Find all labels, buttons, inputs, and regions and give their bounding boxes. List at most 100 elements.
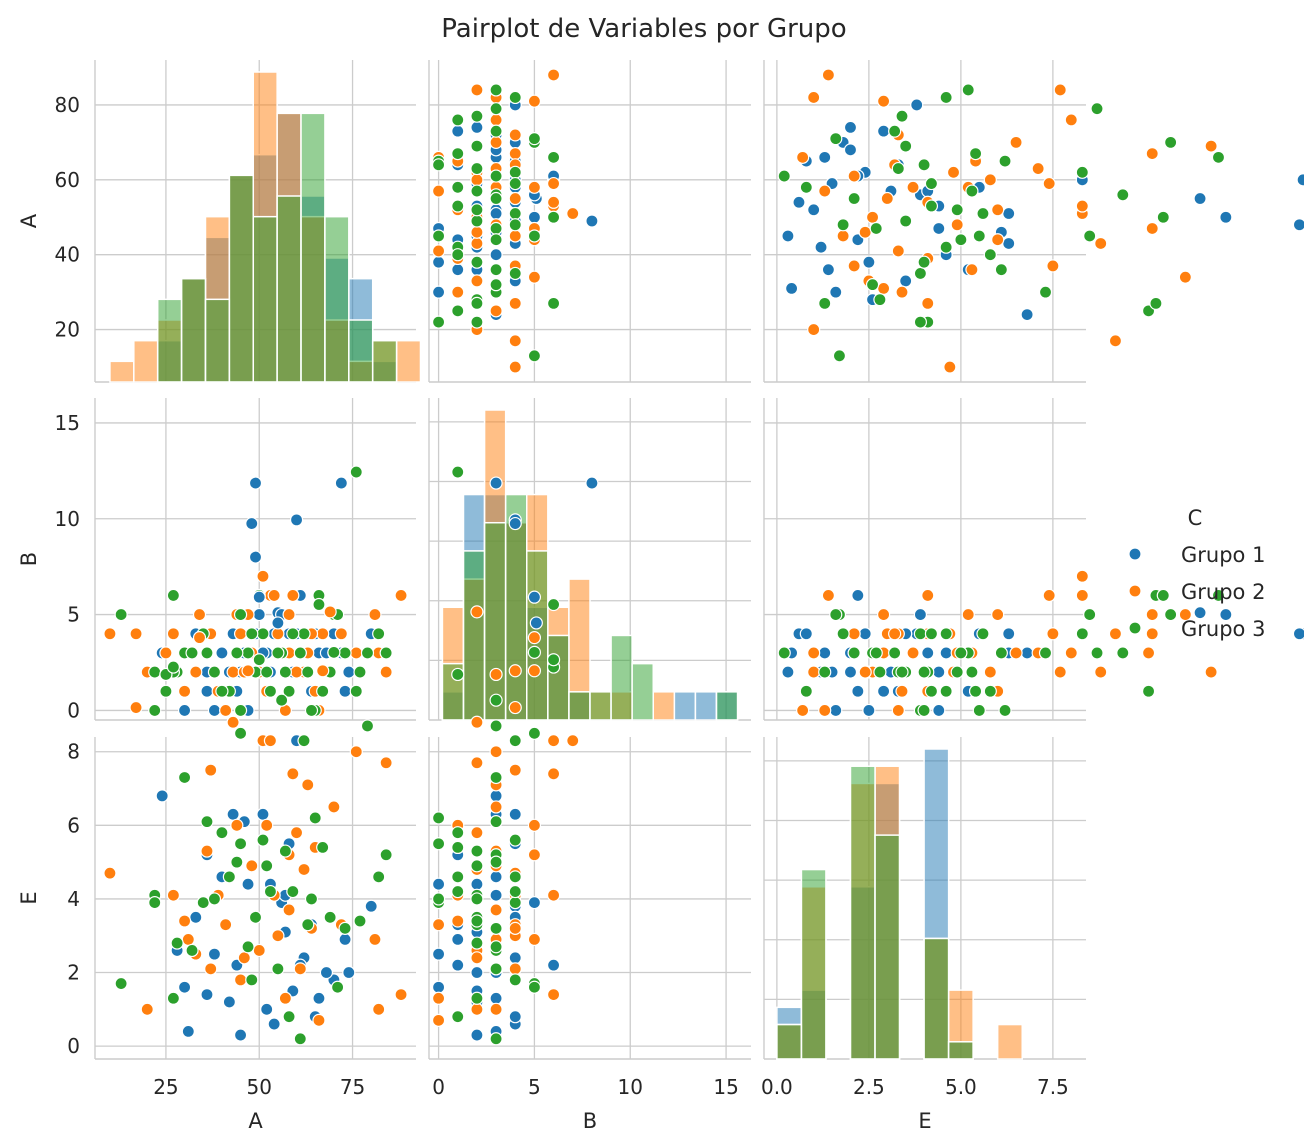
scatter-point-grupo-1 xyxy=(431,980,446,994)
scatter-point-grupo-3 xyxy=(451,180,465,194)
scatter-point-grupo-2 xyxy=(230,818,244,832)
scatter-point-grupo-2 xyxy=(1178,607,1192,622)
scatter-point-grupo-2 xyxy=(1094,665,1108,679)
scatter-point-grupo-3 xyxy=(470,255,484,269)
scatter-point-grupo-1 xyxy=(843,665,858,679)
scatter-point-grupo-3 xyxy=(888,646,902,660)
hist-bar-grupo-3 xyxy=(715,691,739,721)
scatter-point-grupo-1 xyxy=(921,646,935,660)
scatter-point-grupo-3 xyxy=(527,229,542,243)
scatter-point-grupo-2 xyxy=(1141,646,1156,660)
scatter-point-grupo-3 xyxy=(360,719,375,733)
scatter-point-grupo-3 xyxy=(304,892,319,906)
scatter-point-grupo-2 xyxy=(470,236,484,251)
x-tick-label: 5.0 xyxy=(945,1075,977,1099)
scatter-point-grupo-2 xyxy=(921,296,935,310)
scatter-point-grupo-3 xyxy=(248,910,263,924)
scatter-point-grupo-2 xyxy=(129,700,143,715)
scatter-point-grupo-1 xyxy=(215,646,229,660)
scatter-point-grupo-1 xyxy=(245,516,259,531)
scatter-point-grupo-2 xyxy=(891,703,905,718)
scatter-point-grupo-2 xyxy=(233,627,248,641)
scatter-point-grupo-1 xyxy=(431,285,446,299)
scatter-point-grupo-3 xyxy=(527,349,542,363)
scatter-point-grupo-3 xyxy=(508,884,522,899)
scatter-point-grupo-3 xyxy=(470,315,484,329)
scatter-point-grupo-3 xyxy=(431,229,446,243)
scatter-point-grupo-2 xyxy=(394,588,408,603)
hist-bar-grupo-3 xyxy=(348,319,374,383)
scatter-point-grupo-2 xyxy=(271,627,285,641)
scatter-point-grupo-3 xyxy=(470,936,484,950)
scatter-point-grupo-3 xyxy=(489,770,503,785)
scatter-point-grupo-3 xyxy=(470,914,484,928)
scatter-point-grupo-3 xyxy=(895,665,909,679)
scatter-point-grupo-1 xyxy=(489,248,503,262)
scatter-point-grupo-3 xyxy=(312,597,326,612)
scatter-point-grupo-3 xyxy=(230,855,244,869)
scatter-point-grupo-2 xyxy=(858,225,872,239)
scatter-point-grupo-2 xyxy=(181,932,195,947)
scatter-point-grupo-2 xyxy=(1108,334,1123,348)
scatter-point-grupo-3 xyxy=(338,921,352,935)
scatter-point-grupo-3 xyxy=(185,943,199,958)
scatter-point-grupo-3 xyxy=(508,870,522,884)
scatter-point-grupo-1 xyxy=(289,513,304,527)
scatter-point-grupo-2 xyxy=(983,173,997,187)
scatter-point-grupo-2 xyxy=(546,767,561,781)
scatter-point-grupo-3 xyxy=(508,206,522,221)
scatter-point-grupo-2 xyxy=(821,588,836,603)
scatter-point-grupo-1 xyxy=(342,965,356,980)
scatter-point-grupo-1 xyxy=(489,991,503,1005)
scatter-point-grupo-1 xyxy=(862,255,876,269)
y-axis-label: B xyxy=(17,552,41,566)
scatter-point-grupo-3 xyxy=(917,703,931,718)
scatter-point-grupo-3 xyxy=(950,203,964,217)
scatter-point-grupo-2 xyxy=(566,206,580,221)
hist-bar-grupo-3 xyxy=(610,634,633,721)
scatter-point-grupo-2 xyxy=(451,914,465,928)
scatter-point-grupo-2 xyxy=(431,991,446,1005)
scatter-point-grupo-2 xyxy=(470,173,484,187)
scatter-point-grupo-2 xyxy=(566,734,580,748)
panel-E-vs-E: 0.0 2.5 5.0 7.5 E xyxy=(761,737,1086,1133)
scatter-point-grupo-3 xyxy=(489,278,503,292)
scatter-point-grupo-3 xyxy=(349,684,363,698)
scatter-point-grupo-2 xyxy=(470,83,484,97)
x-tick-label: 50 xyxy=(247,1075,272,1099)
scatter-point-grupo-2 xyxy=(1046,259,1060,273)
y-tick-label: 0 xyxy=(67,698,80,722)
scatter-point-grupo-2 xyxy=(508,296,522,310)
scatter-point-grupo-3 xyxy=(166,588,180,603)
scatter-point-grupo-3 xyxy=(1156,210,1170,224)
scatter-point-grupo-2 xyxy=(192,607,207,622)
scatter-point-grupo-1 xyxy=(876,684,891,698)
scatter-point-grupo-3 xyxy=(976,206,990,221)
scatter-point-grupo-2 xyxy=(508,128,522,142)
scatter-point-grupo-1 xyxy=(470,120,484,134)
scatter-point-grupo-2 xyxy=(807,646,821,660)
scatter-point-grupo-2 xyxy=(166,627,180,641)
scatter-point-grupo-2 xyxy=(880,191,894,206)
scatter-point-grupo-2 xyxy=(527,631,542,645)
scatter-point-grupo-3 xyxy=(546,150,561,164)
scatter-point-grupo-2 xyxy=(489,667,503,682)
scatter-point-grupo-1 xyxy=(781,229,795,243)
scatter-point-grupo-1 xyxy=(829,703,843,718)
scatter-point-grupo-3 xyxy=(489,83,503,97)
scatter-point-grupo-3 xyxy=(379,646,393,660)
scatter-point-grupo-1 xyxy=(241,877,255,891)
scatter-point-grupo-1 xyxy=(932,703,946,718)
scatter-point-grupo-2 xyxy=(946,165,961,179)
scatter-point-grupo-2 xyxy=(431,184,446,198)
scatter-point-grupo-3 xyxy=(170,936,184,950)
hist-bar-grupo-3 xyxy=(800,868,827,1060)
scatter-point-grupo-3 xyxy=(899,139,913,153)
scatter-point-grupo-2 xyxy=(368,607,382,622)
scatter-point-grupo-3 xyxy=(166,991,180,1005)
scatter-point-grupo-2 xyxy=(327,800,341,814)
scatter-point-grupo-3 xyxy=(976,627,990,641)
scatter-point-grupo-2 xyxy=(1204,665,1218,679)
scatter-point-grupo-2 xyxy=(282,903,296,917)
scatter-point-grupo-3 xyxy=(308,811,322,825)
